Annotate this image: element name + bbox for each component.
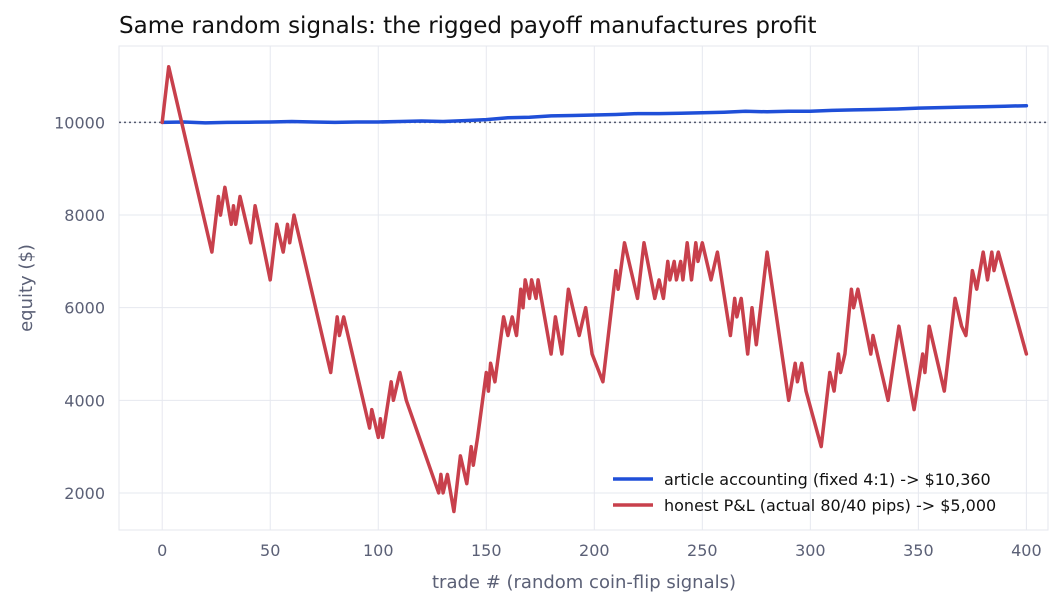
x-tick-label: 150 (471, 541, 502, 560)
legend: article accounting (fixed 4:1) -> $10,36… (613, 470, 996, 515)
legend-label-article-accounting: article accounting (fixed 4:1) -> $10,36… (664, 470, 991, 489)
x-tick-label: 100 (363, 541, 394, 560)
x-tick-label: 200 (579, 541, 610, 560)
y-tick-label: 6000 (64, 299, 105, 318)
x-tick-label: 350 (903, 541, 934, 560)
y-axis-ticks: 2000 4000 6000 8000 10000 (54, 113, 105, 503)
y-tick-label: 10000 (54, 113, 105, 132)
series-lines (160, 65, 1029, 514)
x-tick-label: 300 (795, 541, 826, 560)
x-tick-label: 50 (260, 541, 280, 560)
y-tick-label: 8000 (64, 206, 105, 225)
plot-background (118, 45, 1049, 531)
legend-label-honest-pnl: honest P&L (actual 80/40 pips) -> $5,000 (664, 496, 996, 515)
chart-title: Same random signals: the rigged payoff m… (119, 13, 816, 39)
x-tick-label: 400 (1011, 541, 1042, 560)
x-tick-label: 0 (157, 541, 167, 560)
gridlines (119, 46, 1048, 530)
y-tick-label: 4000 (64, 391, 105, 410)
series-line-honest-pnl (160, 65, 1029, 514)
x-tick-label: 250 (687, 541, 718, 560)
series-line-article-accounting (160, 103, 1029, 125)
x-axis-ticks: 0 50 100 150 200 250 300 350 400 (157, 541, 1042, 560)
x-axis-label: trade # (random coin-flip signals) (432, 572, 736, 593)
y-axis-label: equity ($) (16, 244, 37, 332)
y-tick-label: 2000 (64, 484, 105, 503)
